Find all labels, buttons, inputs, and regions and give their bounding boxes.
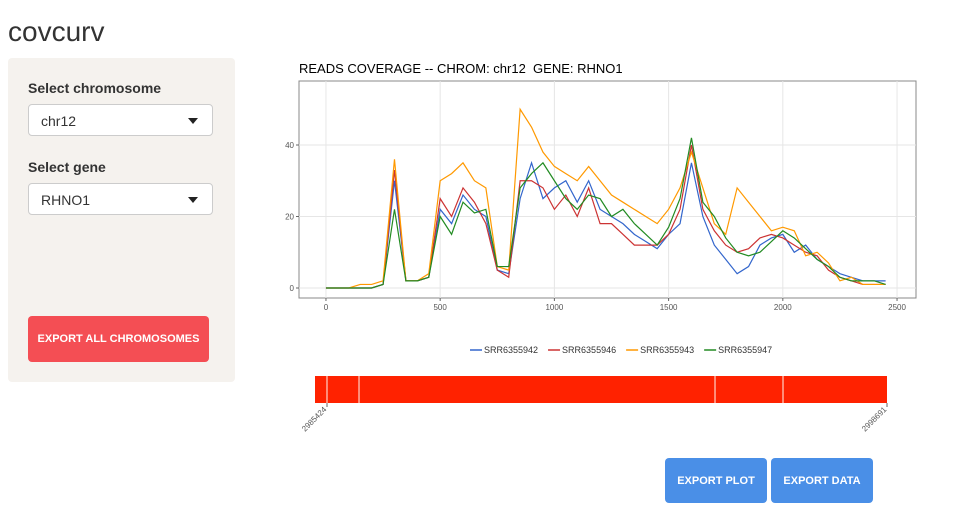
x-tick-label: 1000 bbox=[545, 303, 563, 312]
export-data-button[interactable]: EXPORT DATA bbox=[771, 458, 873, 503]
chart-title: READS COVERAGE -- CHROM: chr12 GENE: RHN… bbox=[299, 61, 623, 76]
chromosome-select[interactable]: chr12 bbox=[28, 104, 213, 136]
legend-label: SRR6355947 bbox=[718, 345, 772, 355]
y-tick-label: 0 bbox=[290, 284, 295, 293]
export-all-button[interactable]: EXPORT ALL CHROMOSOMES bbox=[28, 316, 209, 362]
x-tick-label: 500 bbox=[433, 303, 447, 312]
chromosome-label: Select chromosome bbox=[28, 80, 162, 96]
gene-bar bbox=[315, 376, 887, 403]
plot-panel bbox=[298, 80, 917, 299]
legend-label: SRR6355946 bbox=[562, 345, 616, 355]
series-line bbox=[325, 144, 886, 289]
y-tick-label: 20 bbox=[285, 212, 294, 221]
app-title: covcurv bbox=[8, 16, 105, 47]
legend-label: SRR6355943 bbox=[640, 345, 694, 355]
gene-select[interactable]: RHNO1 bbox=[28, 183, 213, 215]
legend-label: SRR6355942 bbox=[484, 345, 538, 355]
series-line bbox=[325, 137, 886, 289]
x-tick-label: 0 bbox=[324, 303, 329, 312]
x-tick-label: 2500 bbox=[888, 303, 906, 312]
series-line bbox=[325, 107, 886, 289]
x-tick-label: 2000 bbox=[774, 303, 792, 312]
y-tick-label: 40 bbox=[285, 141, 294, 150]
export-plot-button[interactable]: EXPORT PLOT bbox=[665, 458, 767, 503]
gene-label: Select gene bbox=[28, 159, 106, 175]
x-tick-label: 1500 bbox=[660, 303, 678, 312]
track-label: 2998691 bbox=[860, 405, 889, 434]
series-line bbox=[325, 160, 886, 289]
track-label: 2985424 bbox=[300, 405, 329, 434]
